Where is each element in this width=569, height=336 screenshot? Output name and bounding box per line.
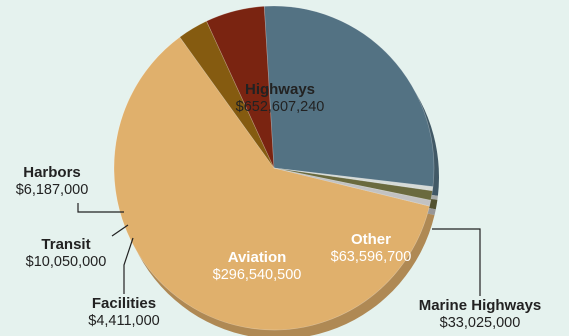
leader-line-transit	[111, 224, 129, 237]
slice-other	[206, 5, 275, 169]
value-other: $63,596,700	[331, 249, 412, 265]
label-highways: Highways	[245, 81, 315, 98]
label-other: Other	[351, 231, 391, 248]
slice-harbors	[273, 167, 432, 207]
value-transit: $10,050,000	[26, 254, 107, 270]
slice-facilities	[273, 167, 434, 192]
slice-transit	[273, 167, 433, 201]
leader-line-marine-highways	[432, 228, 481, 296]
slice-highways	[113, 36, 430, 331]
label-facilities: Facilities	[92, 295, 156, 312]
label-transit: Transit	[41, 236, 90, 253]
label-harbors: Harbors	[23, 164, 81, 181]
value-harbors: $6,187,000	[16, 182, 89, 198]
leader-line-facilities	[123, 237, 134, 294]
label-aviation: Aviation	[228, 249, 287, 266]
value-highways: $652,607,240	[236, 99, 325, 115]
value-facilities: $4,411,000	[88, 313, 160, 329]
slice-aviation	[263, 5, 435, 188]
slice-marine-highways	[179, 20, 275, 169]
leader-line-harbors	[77, 203, 124, 213]
label-marine-highways: Marine Highways	[419, 297, 542, 314]
value-aviation: $296,540,500	[213, 267, 302, 283]
value-marine-highways: $33,025,000	[440, 315, 521, 331]
